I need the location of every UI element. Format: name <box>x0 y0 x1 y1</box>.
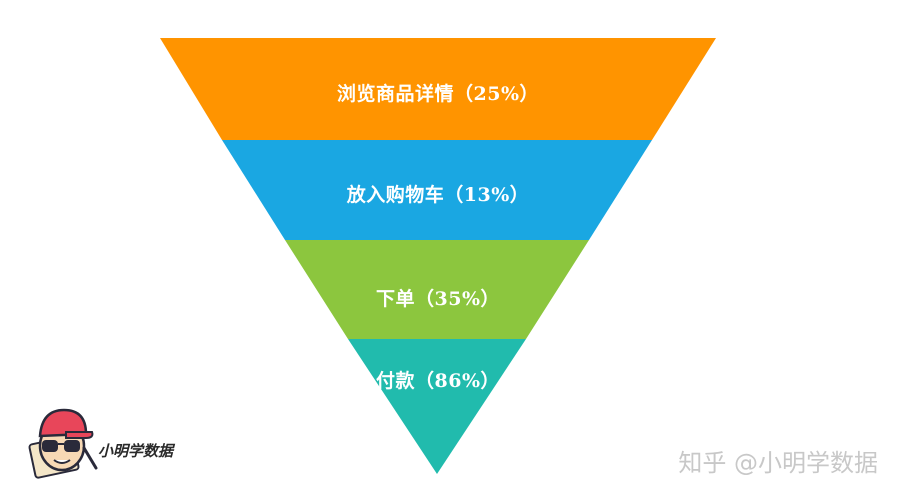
cap-icon <box>38 408 88 438</box>
funnel-stage-order <box>285 240 589 339</box>
funnel-stage-browse <box>160 38 716 140</box>
funnel-stage-add-to-cart-label: 放入购物车（13%） <box>346 184 530 206</box>
brand-logo-text: 小明学数据 <box>98 442 174 460</box>
funnel-stage-add-to-cart <box>222 140 652 240</box>
watermark: 知乎 @小明学数据 <box>678 449 878 477</box>
brand-logo <box>28 408 98 479</box>
funnel-stage-payment-label: 付款（86%） <box>376 370 500 392</box>
sunglasses-icon <box>42 440 58 452</box>
funnel-stage-browse-label: 浏览商品详情（25%） <box>337 83 539 105</box>
funnel-stage-order-label: 下单（35%） <box>376 288 500 310</box>
funnel-stage-payment <box>348 339 526 474</box>
